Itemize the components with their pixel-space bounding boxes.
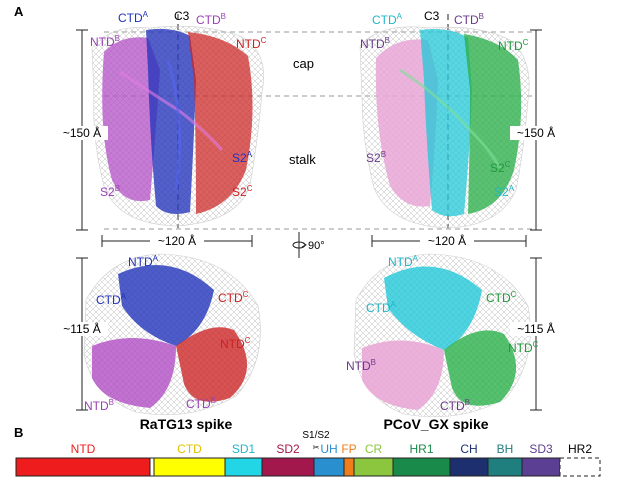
- scissors-icon: ✂: [313, 443, 320, 452]
- rotation-icon: [292, 232, 307, 258]
- ratg13-side-chain-label: S2A: [232, 150, 253, 165]
- ratg13-top-structure: [83, 253, 261, 416]
- chain-labels: CTDA CTDB NTDB NTDC S2A S2B S2C NTDA CTDA CTDC NTD…: [84, 10, 539, 413]
- domain-label: UH: [320, 442, 337, 456]
- c3-label-right: C3: [424, 9, 440, 23]
- pcov-title: PCoV_GX spike: [383, 416, 488, 432]
- width-120-left-bg: [150, 234, 204, 248]
- domain-segment: [224, 457, 263, 477]
- panel-a-letter: A: [14, 4, 24, 19]
- pcov-top-chain-label: NTDA: [388, 254, 419, 269]
- domain-label: SD3: [529, 442, 553, 456]
- rotation-label: 90°: [308, 240, 325, 252]
- ratg13-title: RaTG13 spike: [140, 416, 233, 432]
- height-115-right-bg: [510, 322, 562, 336]
- ratg13-side-chain-label: S2C: [232, 184, 253, 199]
- ratg13-top-chain-label: CTDB: [186, 396, 216, 411]
- ratg13-side-chain-label: NTDC: [236, 36, 267, 51]
- pcov-side-chain-label: NTDB: [360, 36, 390, 51]
- pcov-side-chain-label: CTDA: [372, 12, 403, 27]
- pcov-side-chain-label: S2C: [490, 160, 511, 175]
- width-120-right-label: ~120 Å: [428, 233, 466, 248]
- cap-label: cap: [293, 56, 314, 71]
- ratg13-side-chain-label: NTDB: [90, 34, 120, 49]
- pcov-side-chain-label: CTDB: [454, 12, 484, 27]
- height-150-right-bg: [510, 126, 564, 140]
- domain-label: HR1: [409, 442, 433, 456]
- domain-label: FP: [341, 442, 356, 456]
- ratg13-top-chain-label: CTDC: [218, 290, 249, 305]
- pcov-top-chain-label: CTDB: [440, 398, 470, 413]
- domain-bar: NTD CTD SD1 SD2 UH FP CR HR1 CH BH SD3 HR2: [15, 442, 601, 477]
- domain-segment: [261, 457, 315, 477]
- ratg13-top-chain-label: NTDC: [220, 336, 251, 351]
- panel-b-letter: B: [14, 425, 23, 440]
- pcov-top-chain-label: CTDA: [366, 300, 397, 315]
- domain-segment: [313, 457, 345, 477]
- ratg13-top-chain-label: NTDA: [128, 254, 159, 269]
- ratg13-side-chain-label: CTDA: [118, 10, 149, 25]
- ratg13-side-chain-label: S2B: [100, 184, 120, 199]
- domain-segment: [343, 457, 355, 477]
- domain-label: CTD: [177, 442, 202, 456]
- width-120-left-label: ~120 Å: [158, 233, 196, 248]
- domain-label: NTD: [71, 442, 96, 456]
- pcov-top-chain-label: NTDC: [508, 340, 539, 355]
- ratg13-top-chain-label: CTDA: [96, 292, 127, 307]
- pcov-side-structure: [359, 26, 530, 229]
- pcov-top-structure: [353, 253, 531, 418]
- domain-label: HR2: [568, 442, 592, 456]
- domain-segment: [449, 457, 489, 477]
- domain-segment: [559, 457, 601, 477]
- domain-label: BH: [497, 442, 514, 456]
- pcov-side-chain-label: S2B: [366, 150, 386, 165]
- height-150-left-bg: [56, 126, 108, 140]
- domain-segment: [153, 457, 226, 477]
- domain-segment: [521, 457, 561, 477]
- height-150-right-label: ~150 Å: [517, 125, 555, 140]
- c3-label-left: C3: [174, 9, 190, 23]
- s1s2-label: S1/S2: [302, 430, 330, 441]
- height-115-left-label: ~115 Å: [63, 321, 100, 336]
- domain-segment: [15, 457, 151, 477]
- width-120-right-bg: [420, 234, 474, 248]
- domain-label: CH: [460, 442, 477, 456]
- height-115-right-label: ~115 Å: [517, 321, 554, 336]
- domain-label: CR: [365, 442, 383, 456]
- height-150-left-label: ~150 Å: [63, 125, 101, 140]
- pcov-top-chain-label: CTDC: [486, 290, 517, 305]
- height-115-left-bg: [58, 322, 108, 336]
- domain-label: SD1: [232, 442, 256, 456]
- ratg13-side-structure: [91, 25, 264, 227]
- domain-segment: [149, 457, 155, 477]
- ratg13-side-chain-label: CTDB: [196, 12, 226, 27]
- domain-segment: [392, 457, 451, 477]
- pcov-side-chain-label: NTDC: [498, 38, 529, 53]
- stalk-label: stalk: [289, 152, 316, 167]
- pcov-top-chain-label: NTDB: [346, 358, 376, 373]
- pcov-side-chain-label: S2A: [494, 184, 515, 199]
- ratg13-top-chain-label: NTDB: [84, 398, 114, 413]
- domain-label: SD2: [276, 442, 300, 456]
- domain-segment: [487, 457, 523, 477]
- domain-segment: [353, 457, 394, 477]
